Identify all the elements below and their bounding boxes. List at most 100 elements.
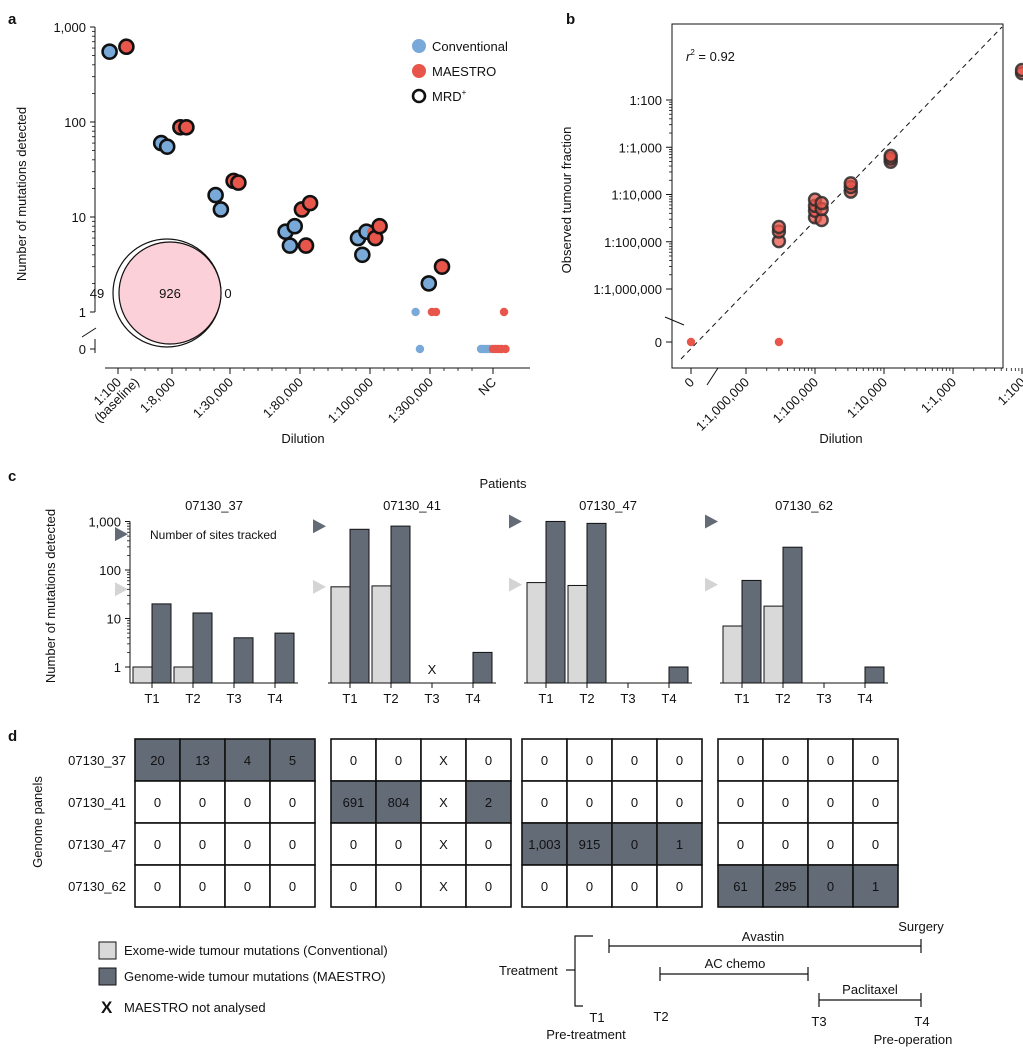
venn-center-count: 926 [159, 286, 181, 301]
b-x-tick-label: 1:100,000 [770, 375, 822, 427]
d-row-label: 07130_37 [68, 753, 126, 768]
c-bar-maestro [472, 651, 493, 684]
timeline-paclitaxel-span [818, 993, 922, 1007]
a-point-mrd [230, 174, 247, 191]
venn-right-count: 0 [224, 286, 231, 301]
b-point-mrd [814, 195, 829, 211]
c-subpanel: 07130_47 T1 T2 T3 T4 [509, 498, 692, 706]
b-y-tick-label-zero: 0 [655, 335, 662, 350]
c-tracked-arrow-conventional [313, 579, 326, 594]
b-y-tick-label: 1:1,000,000 [593, 282, 662, 297]
legend-maestro-text: Genome-wide tumour mutations (MAESTRO) [124, 969, 386, 984]
c-tracked-arrow-conventional [115, 582, 128, 597]
panel-letter-b: b [566, 11, 575, 28]
d-cell [330, 864, 377, 908]
c-tracked-arrow-maestro [313, 519, 326, 534]
c-x-tick-label: T2 [579, 691, 594, 706]
d-cell-value: 0 [395, 753, 402, 768]
d-row-label: 07130_47 [68, 837, 126, 852]
d-cell-value: 0 [541, 795, 548, 810]
c-x-tick-label: T4 [661, 691, 676, 706]
d-cell-value: 0 [631, 837, 638, 852]
d-cell-value: 0 [154, 795, 161, 810]
panel-c-annotation: Number of sites tracked [150, 528, 277, 542]
timeline-paclitaxel-label: Paclitaxel [842, 982, 898, 997]
d-cell-value: 0 [872, 795, 879, 810]
c-x-tick-label: T1 [538, 691, 553, 706]
panel-d-ylabel: Genome panels [30, 776, 45, 868]
c-x-tick-label: T1 [734, 691, 749, 706]
d-cell-value: 13 [195, 753, 209, 768]
d-cell-value: 0 [631, 879, 638, 894]
d-cell-value: 2 [485, 795, 492, 810]
a-point [501, 344, 510, 354]
a-x-tick-label: 1:80,000 [260, 375, 306, 421]
d-cell [566, 864, 613, 908]
panel-d-table: Genome panels 07130_3707130_4107130_4707… [30, 738, 899, 1017]
a-y-tick-label: 1 [79, 305, 86, 320]
legend-maestro-swatch [98, 967, 117, 986]
timeline-pre-operation: Pre-operation [874, 1032, 953, 1047]
c-tracked-arrow-conventional [509, 577, 522, 592]
a-point-mrd [178, 118, 195, 136]
a-point [499, 307, 509, 317]
d-cell [134, 738, 181, 782]
d-cell-value: 0 [289, 837, 296, 852]
d-cell [656, 822, 703, 866]
a-point [431, 307, 441, 317]
c-bar-maestro [349, 528, 370, 684]
c-subpanel-title: 07130_41 [383, 498, 441, 513]
a-point-mrd [301, 194, 319, 212]
d-cell-value: 0 [782, 795, 789, 810]
d-cell-value: 0 [199, 879, 206, 894]
d-cell [852, 822, 899, 866]
d-cell [420, 738, 467, 782]
panel-c-subpanels: 07130_37 T1 T2 T3 T4 1,000 100 10 1 07130_41 T1 T2 T… [88, 498, 888, 706]
d-cell-value: 0 [485, 879, 492, 894]
panel-letter-c: c [8, 468, 16, 485]
d-cell [762, 780, 809, 824]
c-bar-maestro [274, 632, 295, 684]
b-point [774, 337, 784, 347]
d-cell-value: 0 [586, 879, 593, 894]
panel-b-axes: 1:100 1:1,000 1:10,000 1:100,000 1:1,000,000… [593, 93, 1023, 434]
d-cell-value: 0 [289, 879, 296, 894]
c-bar-conventional [132, 666, 153, 684]
d-block: 0 0 0 0 0 0 0 0 0 0 0 0 61 295 0 1 [717, 738, 899, 908]
d-cell-value: 0 [244, 837, 251, 852]
d-cell [852, 864, 899, 908]
c-bar-maestro [586, 522, 607, 684]
d-row-label: 07130_41 [68, 795, 126, 810]
c-y-tick-label: 1,000 [88, 515, 121, 530]
panel-a-venn: 49 926 0 [90, 238, 232, 348]
legend-conventional-label: Conventional [432, 39, 508, 54]
panel-b-r2: r2 = 0.92 [686, 48, 735, 64]
b-y-tick-label: 1:1,000 [619, 140, 662, 155]
d-cell-value: 0 [541, 879, 548, 894]
b-point-mrd [843, 176, 858, 191]
b-x-tick-label: 1:10,000 [844, 375, 890, 421]
c-bar-conventional [526, 582, 547, 684]
b-point [686, 337, 696, 347]
b-x-tick-label: 1:1,000,000 [693, 375, 752, 434]
panel-d-legend: Exome-wide tumour mutations (Conventiona… [98, 941, 388, 1017]
c-bar-conventional [722, 625, 743, 684]
legend-mrd-sup: + [462, 88, 467, 97]
a-point [411, 307, 420, 317]
d-cell [420, 822, 467, 866]
d-cell [224, 738, 271, 782]
c-bar-maestro [151, 603, 172, 684]
b-point-mrd [1014, 62, 1023, 78]
d-cell [420, 864, 467, 908]
c-y-tick-label: 10 [107, 612, 121, 627]
legend-mrd-text: MRD [432, 89, 462, 104]
c-tracked-arrow-conventional [705, 577, 718, 592]
d-cell-value: 61 [733, 879, 747, 894]
timeline-ac-chemo-label: AC chemo [705, 956, 766, 971]
d-cell-value: 0 [244, 795, 251, 810]
panel-d-row-labels: 07130_37 07130_41 07130_47 07130_62 [68, 753, 126, 894]
c-x-tick-label: T2 [383, 691, 398, 706]
c-subpanel-title: 07130_37 [185, 498, 243, 513]
d-block: 20 13 4 5 0 0 0 0 0 0 0 0 0 0 0 0 [134, 738, 316, 908]
